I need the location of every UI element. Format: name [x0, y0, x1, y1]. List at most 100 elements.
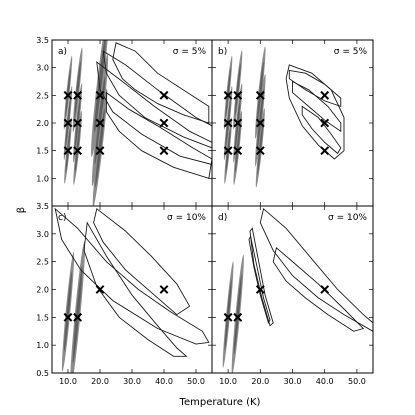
y-tick-label: 2.0: [36, 119, 49, 128]
panel-a: a) σ = 5% 1.0 1.5 2.0 2.5 3.0 3.5: [36, 36, 213, 207]
true-value-marker: [233, 312, 243, 322]
panel-d: d) σ = 10% 10.0 20.0 30.0 40.0 50.0: [211, 205, 374, 386]
y-tick-label: 1.5: [36, 313, 49, 322]
x-tick-label: 10.0: [219, 377, 237, 386]
x-tick-label: 40.0: [155, 377, 173, 386]
true-value-marker: [159, 285, 169, 294]
true-value-marker: [95, 90, 105, 100]
contour-line: [248, 235, 271, 325]
y-tick-label: 3.0: [36, 230, 49, 239]
sigma-annotation: σ = 10%: [167, 213, 206, 223]
true-value-marker: [73, 90, 83, 100]
true-value-marker: [159, 118, 169, 128]
x-tick-label: 50.0: [348, 377, 366, 386]
y-tick-label: 2.5: [36, 91, 49, 100]
panel-label: c): [58, 213, 66, 223]
x-tick-label: 30.0: [123, 377, 141, 386]
posterior-blob-core: [256, 89, 264, 152]
posterior-blob-core: [95, 108, 105, 188]
true-value-marker: [159, 146, 169, 156]
y-tick-label: 1.5: [36, 147, 49, 156]
posterior-blob-core: [72, 265, 83, 364]
posterior-blob-core: [64, 271, 72, 352]
x-tick-label: 20.0: [91, 377, 109, 386]
true-value-marker: [233, 118, 243, 128]
contour-line: [272, 246, 365, 332]
contour-line: [102, 50, 212, 149]
posterior-blob-core: [94, 40, 106, 133]
posterior-blob-core: [74, 61, 81, 118]
true-value-marker: [255, 285, 265, 294]
true-value-marker: [223, 118, 233, 128]
true-value-marker: [159, 90, 169, 100]
y-tick-label: 2.0: [36, 286, 49, 295]
true-value-marker: [223, 90, 233, 100]
plot-area: [63, 40, 212, 206]
posterior-blob-core: [257, 121, 264, 175]
posterior-blob-core: [224, 279, 232, 351]
x-tick-label: 30.0: [284, 377, 302, 386]
contour-line: [83, 221, 188, 357]
true-value-marker: [320, 146, 330, 156]
contour-line: [105, 91, 212, 179]
x-tick-label: 20.0: [251, 377, 269, 386]
y-tick-label: 2.5: [36, 258, 49, 267]
x-tick-label: 40.0: [316, 377, 334, 386]
y-tick-label: 1.0: [36, 174, 49, 183]
posterior-blob-core: [233, 274, 242, 355]
panel-label: b): [218, 47, 227, 57]
true-value-marker: [95, 118, 105, 128]
contour-line: [249, 227, 274, 327]
true-value-marker: [63, 90, 73, 100]
panel-label: a): [58, 47, 67, 57]
posterior-blob-core: [65, 67, 71, 118]
y-tick-label: 3.0: [36, 64, 49, 73]
true-value-marker: [233, 90, 243, 100]
posterior-blob-core: [256, 61, 264, 124]
sigma-annotation: σ = 5%: [173, 47, 207, 57]
true-value-marker: [320, 90, 330, 100]
y-axis-title: β: [16, 207, 27, 213]
panels-group: a) σ = 5% 1.0 1.5 2.0 2.5 3.0 3.5 b) σ = 5% c) σ = …: [36, 36, 374, 386]
contour-line: [93, 208, 191, 316]
plot-area: [223, 46, 345, 188]
true-value-marker: [223, 312, 233, 322]
true-value-marker: [73, 146, 83, 156]
contour-line: [259, 207, 373, 332]
true-value-marker: [223, 146, 233, 156]
y-tick-label: 0.5: [36, 369, 49, 378]
true-value-marker: [320, 285, 330, 294]
x-tick-label: 10.0: [59, 377, 77, 386]
true-value-marker: [73, 118, 83, 128]
posterior-blob-core: [234, 123, 241, 173]
x-axis-title: Temperature (K): [179, 397, 261, 408]
true-value-marker: [95, 146, 105, 156]
labels-group: Temperature (K) β: [16, 207, 261, 408]
true-value-marker: [255, 118, 265, 128]
plot-area: [222, 207, 373, 373]
true-value-marker: [255, 146, 265, 156]
contour-line: [96, 61, 212, 165]
true-value-marker: [63, 146, 73, 156]
true-value-marker: [233, 146, 243, 156]
sigma-annotation: σ = 5%: [334, 47, 368, 57]
contour-line: [292, 80, 342, 133]
true-value-marker: [63, 118, 73, 128]
y-tick-label: 1.0: [36, 341, 49, 350]
true-value-marker: [63, 312, 73, 322]
posterior-blob-core: [234, 63, 241, 117]
y-tick-label: 3.5: [36, 202, 49, 211]
contour-line: [54, 207, 210, 345]
panel-c: c) σ = 10% 10.0 20.0 30.0 40.0 50.0 0.5 1.0 1.5 2.…: [36, 202, 213, 386]
contour-line: [301, 105, 342, 155]
true-value-marker: [95, 285, 105, 294]
panel-label: d): [218, 213, 227, 223]
true-value-marker: [320, 118, 330, 128]
contour-line: [112, 42, 210, 124]
true-value-marker: [255, 90, 265, 100]
y-tick-label: 3.5: [36, 36, 49, 45]
x-tick-label: 50.0: [187, 377, 205, 386]
true-value-marker: [73, 312, 83, 322]
sigma-annotation: σ = 10%: [328, 213, 367, 223]
